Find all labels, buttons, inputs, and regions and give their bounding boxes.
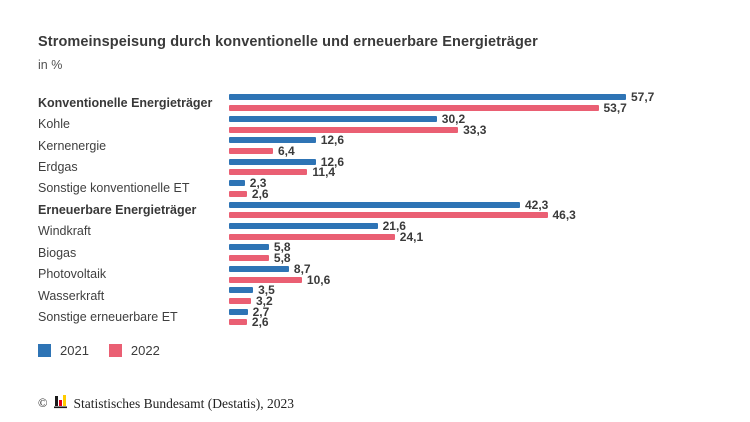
value-label-2021: 42,3 [525, 197, 549, 212]
bar-2022 [229, 276, 302, 283]
bar-chart: Konventionelle Energieträger 57,7 53,7 Kohl… [38, 90, 738, 330]
legend-label-2021: 2021 [60, 343, 89, 358]
value-label-2021: 21,6 [382, 219, 406, 233]
bar-2022 [229, 233, 395, 240]
value-label-2022: 3,2 [256, 294, 273, 308]
chart-unit-label: in % [38, 58, 63, 72]
chart-row: Erneuerbare Energieträger 42,3 46,3 [38, 197, 738, 223]
category-label: Kohle [38, 117, 70, 132]
bar-2021 [229, 180, 245, 187]
chart-row: Biogas 5,8 5,8 [38, 240, 738, 266]
value-label-2021: 2,3 [249, 176, 267, 191]
bar-2021 [229, 223, 378, 229]
category-label: Erdgas [38, 160, 78, 175]
source-text: Statistisches Bundesamt (Destatis), 2023 [73, 395, 294, 411]
bar-2022 [229, 319, 247, 326]
bar-2021 [229, 244, 269, 251]
value-label-2022: 2,6 [251, 315, 269, 330]
legend-item-2022: 2022 [108, 343, 160, 358]
value-label-2022: 24,1 [399, 229, 424, 244]
bar-2021 [229, 201, 520, 208]
chart-row: Kohle 30,2 33,3 [38, 111, 738, 137]
category-label: Sonstige erneuerbare ET [38, 310, 178, 325]
value-label-2021: 12,6 [320, 133, 345, 148]
bar-2022 [229, 105, 599, 112]
chart-row: Wasserkraft 3,5 3,2 [38, 283, 738, 308]
value-label-2021: 2,7 [252, 304, 270, 319]
bar-2021 [229, 158, 316, 165]
category-label: Wasserkraft [38, 288, 105, 303]
legend-label-2022: 2022 [130, 343, 160, 358]
bar-2022 [229, 298, 251, 304]
bar-2021 [229, 265, 289, 272]
bar-2021 [229, 115, 437, 122]
copyright-symbol: © [38, 396, 48, 410]
category-label: Kernenergie [38, 138, 107, 153]
bar-2022 [229, 212, 548, 219]
value-label-2022: 33,3 [463, 122, 487, 137]
value-label-2022: 5,8 [273, 251, 291, 266]
bar-2022 [229, 147, 273, 154]
value-label-2022: 11,4 [312, 165, 336, 180]
value-label-2022: 2,6 [251, 186, 269, 201]
bar-2022 [229, 190, 247, 197]
value-label-2022: 46,3 [552, 208, 576, 223]
category-label: Photovoltaik [38, 267, 107, 282]
legend-item-2021: 2021 [38, 343, 89, 358]
chart-row: Erdgas 12,6 11,4 [38, 154, 738, 180]
value-label-2022: 10,6 [306, 272, 331, 287]
source-attribution: © Statistisches Bundesamt (Destatis), 20… [38, 394, 294, 413]
value-label-2021: 57,7 [631, 90, 655, 105]
category-label: Windkraft [38, 224, 91, 239]
chart-row: Photovoltaik 8,7 10,6 [38, 261, 738, 287]
value-label-2022: 53,7 [603, 101, 627, 116]
bar-2022 [229, 255, 269, 262]
bar-2021 [229, 308, 248, 315]
bar-2021 [229, 287, 254, 294]
category-label: Sonstige konventionelle ET [38, 181, 190, 196]
legend-swatch-2022-icon [108, 344, 122, 357]
bar-2021 [229, 137, 316, 144]
bar-2022 [229, 169, 308, 176]
bar-2021 [229, 94, 626, 101]
chart-row: Konventionelle Energieträger 57,7 53,7 [38, 90, 738, 116]
value-label-2021: 30,2 [441, 111, 466, 126]
category-label: Konventionelle Energieträger [38, 95, 213, 110]
category-label: Erneuerbare Energieträger [38, 202, 197, 217]
legend-swatch-2021-icon [38, 344, 51, 357]
value-label-2022: 6,4 [278, 143, 295, 158]
value-label-2021: 5,8 [273, 240, 291, 255]
chart-row: Sonstige erneuerbare ET 2,7 2,6 [38, 304, 738, 330]
value-label-2021: 12,6 [320, 154, 345, 169]
destatis-logo-icon [53, 394, 68, 413]
chart-row: Sonstige konventionelle ET 2,3 2,6 [38, 176, 738, 201]
chart-rows: Konventionelle Energieträger 57,7 53,7 Kohl… [38, 90, 738, 330]
chart-row: Kernenergie 12,6 6,4 [38, 133, 738, 158]
chart-legend: 2021 2022 [38, 343, 160, 358]
chart-title: Stromeinspeisung durch konventionelle un… [38, 34, 538, 50]
category-label: Biogas [38, 245, 77, 260]
bar-2022 [229, 126, 459, 133]
value-label-2021: 8,7 [293, 261, 311, 276]
value-label-2021: 3,5 [258, 283, 275, 298]
chart-row: Windkraft 21,6 24,1 [38, 219, 738, 244]
